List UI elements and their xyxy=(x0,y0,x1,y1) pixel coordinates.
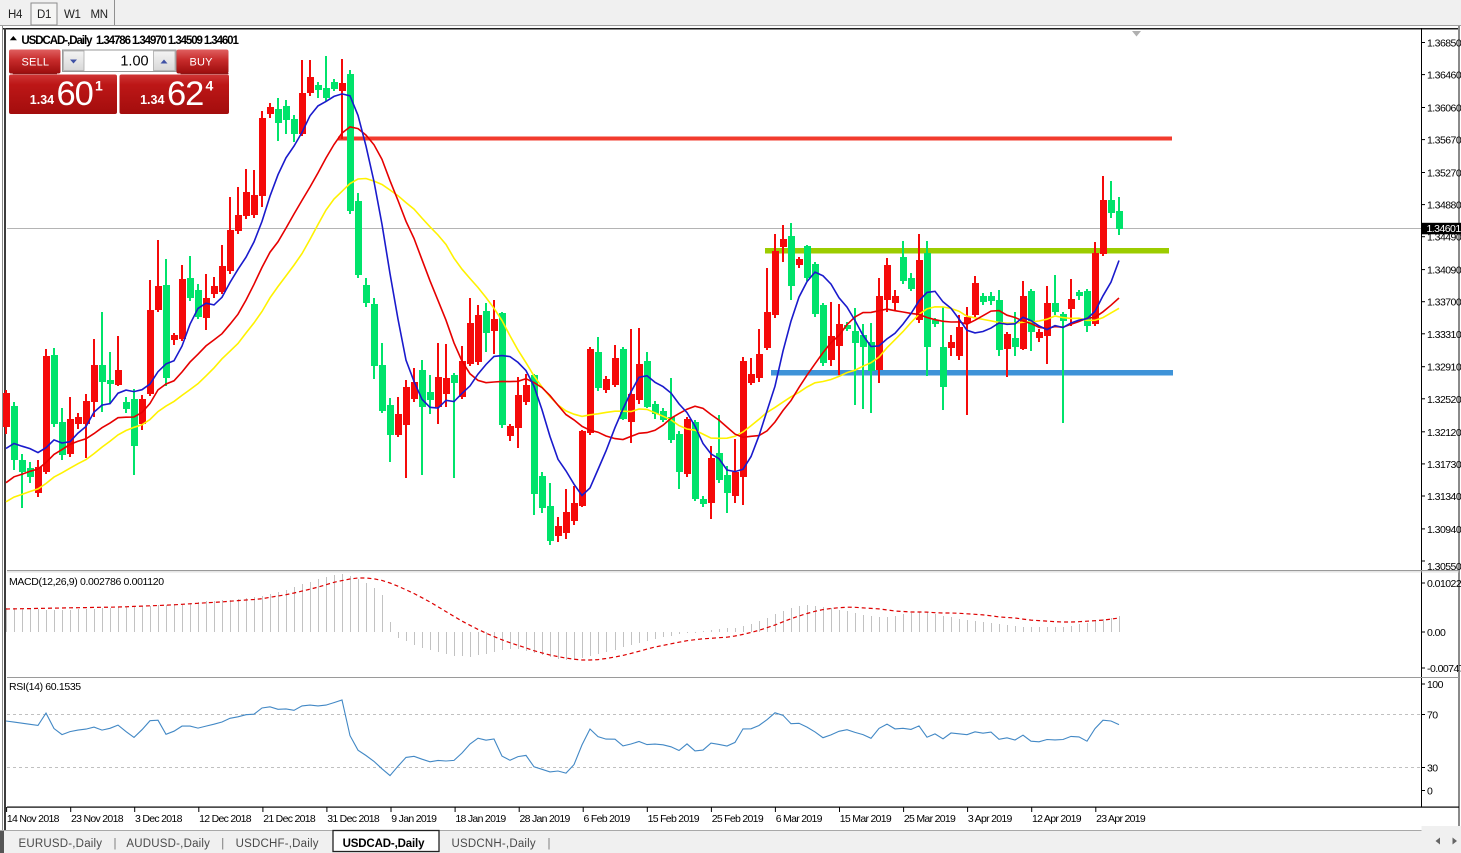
svg-text:25 Mar 2019: 25 Mar 2019 xyxy=(904,813,956,825)
svg-text:1.35270: 1.35270 xyxy=(1427,168,1461,180)
svg-text:1.34490: 1.34490 xyxy=(1427,232,1461,244)
svg-text:|: | xyxy=(114,838,117,850)
svg-text:62: 62 xyxy=(167,75,203,113)
svg-text:9 Jan 2019: 9 Jan 2019 xyxy=(391,813,437,825)
svg-text:|: | xyxy=(221,838,224,850)
svg-text:USDCAD-,Daily: USDCAD-,Daily xyxy=(21,35,93,47)
svg-text:1.34786 1.34970 1.34509 1.3460: 1.34786 1.34970 1.34509 1.34601 xyxy=(96,35,239,47)
svg-text:MN: MN xyxy=(91,9,108,21)
svg-text:-0.00747: -0.00747 xyxy=(1427,663,1461,675)
svg-text:BUY: BUY xyxy=(190,57,214,69)
svg-text:30: 30 xyxy=(1427,763,1438,775)
svg-text:1.32520: 1.32520 xyxy=(1427,394,1461,406)
svg-text:4: 4 xyxy=(206,78,214,94)
svg-text:|: | xyxy=(548,838,551,850)
svg-text:1.34601: 1.34601 xyxy=(1427,223,1461,235)
svg-text:1.36460: 1.36460 xyxy=(1427,70,1461,82)
svg-text:18 Jan 2019: 18 Jan 2019 xyxy=(455,813,506,825)
svg-text:25 Feb 2019: 25 Feb 2019 xyxy=(712,813,764,825)
svg-text:1.33700: 1.33700 xyxy=(1427,297,1461,309)
svg-text:1.34880: 1.34880 xyxy=(1427,200,1461,212)
svg-text:15 Mar 2019: 15 Mar 2019 xyxy=(840,813,892,825)
svg-text:6 Mar 2019: 6 Mar 2019 xyxy=(776,813,823,825)
svg-text:MACD(12,26,9) 0.002786 0.00112: MACD(12,26,9) 0.002786 0.001120 xyxy=(9,576,164,588)
svg-text:1.32120: 1.32120 xyxy=(1427,427,1461,439)
svg-text:0.00: 0.00 xyxy=(1427,627,1446,639)
svg-text:EURUSD-,Daily: EURUSD-,Daily xyxy=(19,838,103,850)
svg-text:21 Dec 2018: 21 Dec 2018 xyxy=(263,813,316,825)
svg-text:23 Nov 2018: 23 Nov 2018 xyxy=(71,813,124,825)
svg-text:23 Apr 2019: 23 Apr 2019 xyxy=(1096,813,1146,825)
svg-text:70: 70 xyxy=(1427,710,1438,722)
svg-text:AUDUSD-,Daily: AUDUSD-,Daily xyxy=(126,838,210,850)
svg-text:1.35670: 1.35670 xyxy=(1427,135,1461,147)
svg-text:1.36850: 1.36850 xyxy=(1427,38,1461,50)
svg-text:RSI(14) 60.1535: RSI(14) 60.1535 xyxy=(9,681,81,693)
svg-text:6 Feb 2019: 6 Feb 2019 xyxy=(584,813,631,825)
svg-text:USDCNH-,Daily: USDCNH-,Daily xyxy=(452,838,536,850)
svg-text:1.34090: 1.34090 xyxy=(1427,265,1461,277)
svg-text:60: 60 xyxy=(57,75,93,113)
svg-text:H4: H4 xyxy=(8,9,23,21)
svg-text:1.30940: 1.30940 xyxy=(1427,524,1461,536)
svg-text:1.00: 1.00 xyxy=(120,54,148,70)
svg-text:D1: D1 xyxy=(37,9,51,21)
svg-text:31 Dec 2018: 31 Dec 2018 xyxy=(327,813,380,825)
svg-text:1.36060: 1.36060 xyxy=(1427,103,1461,115)
svg-text:1.31730: 1.31730 xyxy=(1427,459,1461,471)
svg-text:0: 0 xyxy=(1427,786,1433,798)
svg-text:1.32910: 1.32910 xyxy=(1427,362,1461,374)
svg-text:W1: W1 xyxy=(64,9,81,21)
svg-text:USDCHF-,Daily: USDCHF-,Daily xyxy=(236,838,319,850)
svg-text:1.30550: 1.30550 xyxy=(1427,561,1461,573)
svg-text:12 Apr 2019: 12 Apr 2019 xyxy=(1032,813,1082,825)
svg-text:100: 100 xyxy=(1427,679,1444,691)
svg-text:1.33310: 1.33310 xyxy=(1427,329,1461,341)
svg-text:3 Dec 2018: 3 Dec 2018 xyxy=(135,813,183,825)
svg-text:1.34: 1.34 xyxy=(30,93,54,107)
svg-text:0.010225: 0.010225 xyxy=(1427,578,1461,590)
svg-text:3 Apr 2019: 3 Apr 2019 xyxy=(968,813,1013,825)
svg-text:1.34: 1.34 xyxy=(140,93,164,107)
svg-text:1: 1 xyxy=(95,78,103,94)
svg-text:28 Jan 2019: 28 Jan 2019 xyxy=(520,813,571,825)
svg-text:1.31340: 1.31340 xyxy=(1427,491,1461,503)
svg-text:15 Feb 2019: 15 Feb 2019 xyxy=(648,813,700,825)
svg-text:SELL: SELL xyxy=(22,57,50,69)
svg-text:12 Dec 2018: 12 Dec 2018 xyxy=(199,813,252,825)
svg-text:14 Nov 2018: 14 Nov 2018 xyxy=(7,813,60,825)
svg-text:USDCAD-,Daily: USDCAD-,Daily xyxy=(343,838,426,850)
